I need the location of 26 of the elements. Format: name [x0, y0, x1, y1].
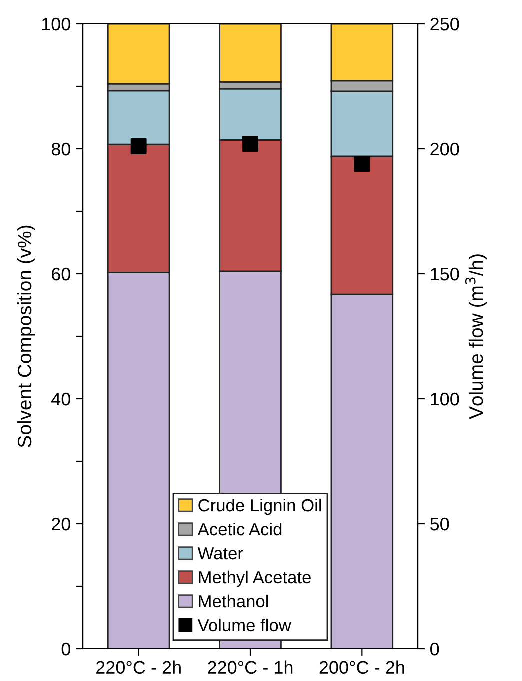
- legend-label: Water: [198, 548, 244, 560]
- y-axis-title: Solvent Composition (v%): [17, 226, 36, 448]
- y-tick-label: 20: [52, 518, 70, 531]
- y2-tick-label: 200: [430, 142, 460, 156]
- y2-axis-title: Volume flow (m$^{3}$/h): [465, 254, 488, 420]
- y2-tick-label: 0: [430, 642, 440, 656]
- y2-tick-label: 50: [430, 518, 450, 531]
- legend-label: Methanol: [199, 594, 268, 608]
- y-tick-label: 80: [52, 142, 70, 156]
- legend-label: Acetic Acid: [198, 522, 282, 536]
- legend-label: Crude Lignin Oil: [198, 498, 322, 516]
- y-tick-label: 40: [52, 392, 70, 406]
- y-tick-label: 100: [42, 18, 70, 31]
- point: [242, 136, 258, 152]
- y-tick-label: 60: [52, 268, 70, 281]
- y2-tick-label: 150: [431, 268, 460, 281]
- x-tick-label: 220°C - 2h: [96, 660, 181, 674]
- legend-label: Methyl Acetate: [199, 570, 311, 588]
- legend-label: Volume flow: [198, 618, 292, 632]
- y2-tick-label: 100: [431, 392, 460, 406]
- point: [354, 156, 370, 172]
- x-tick-label: 200°C - 2h: [320, 660, 404, 674]
- point: [130, 138, 147, 154]
- x-tick-label: 220°C - 1h: [208, 660, 293, 674]
- y2-tick-label: 250: [430, 18, 460, 31]
- y-tick-label: 0: [62, 642, 70, 656]
